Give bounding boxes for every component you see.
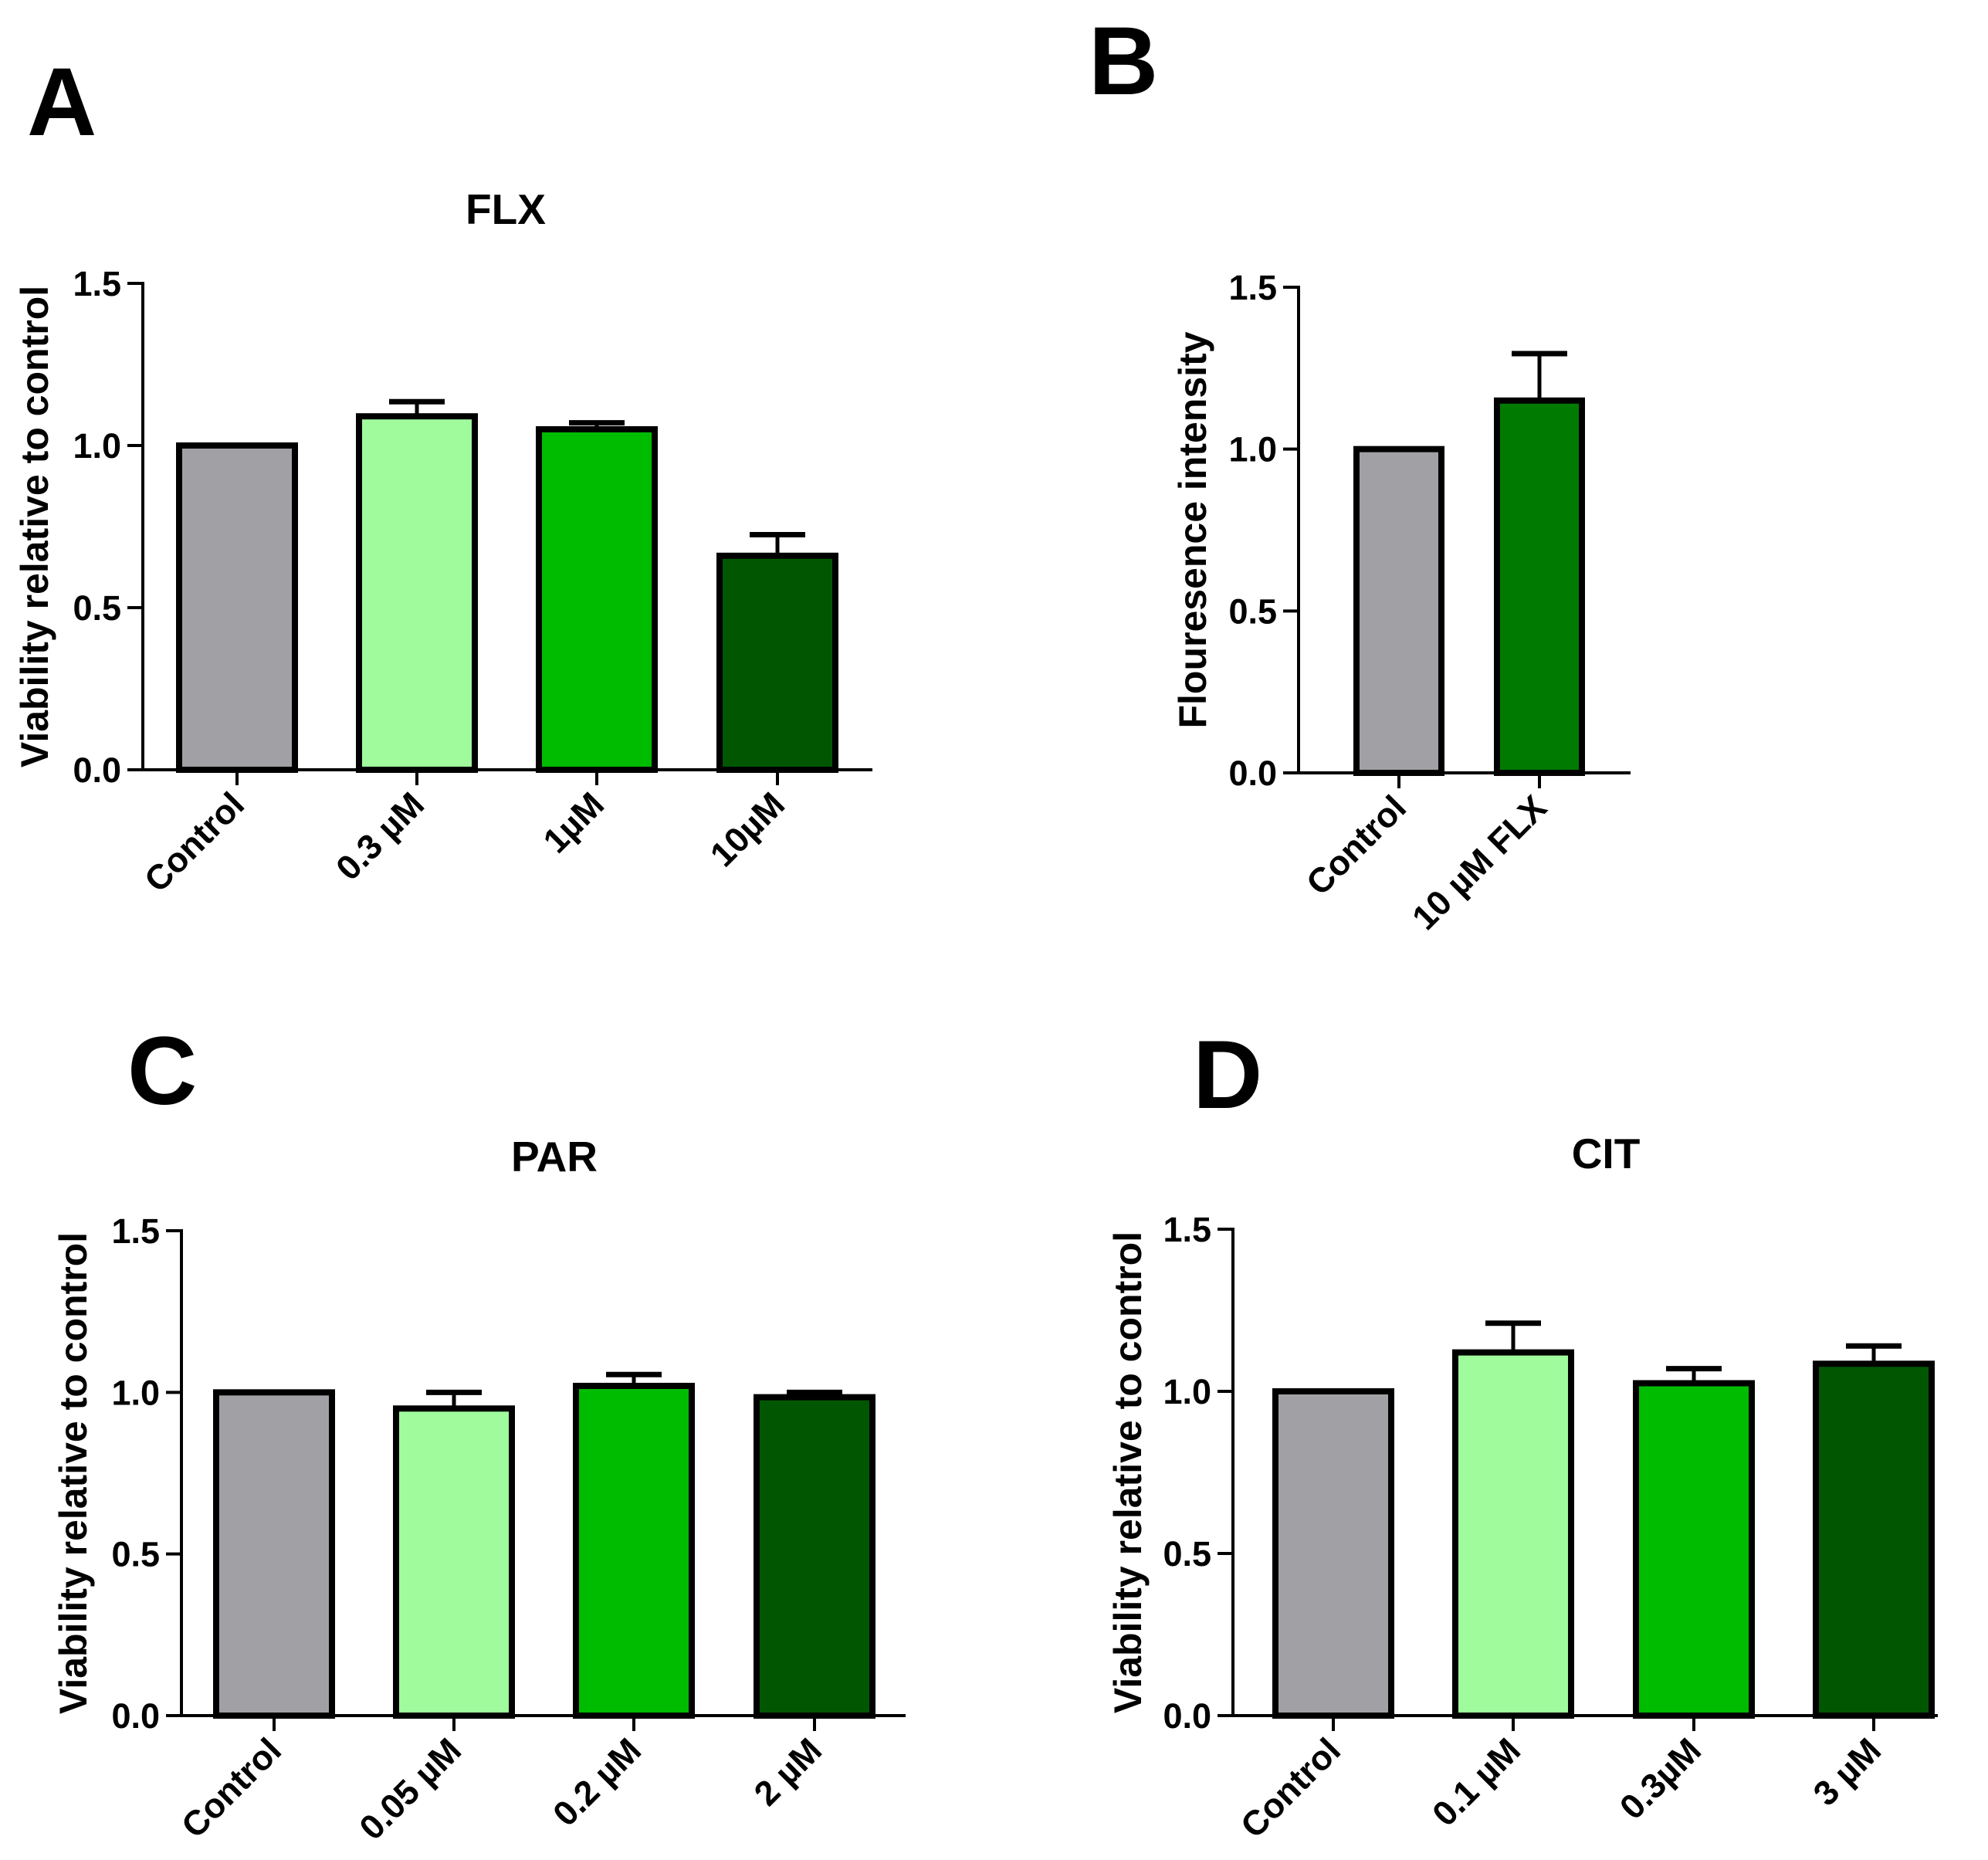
bar bbox=[754, 1394, 875, 1719]
x-tick-label: Control bbox=[1233, 1730, 1348, 1845]
chart-title: FLX bbox=[466, 185, 546, 233]
x-tick-label: Control bbox=[174, 1730, 289, 1845]
y-tick-label: 0.0 bbox=[1163, 1696, 1211, 1736]
y-tick-label: 1.0 bbox=[1163, 1372, 1211, 1411]
bar bbox=[536, 426, 658, 773]
x-tick-label: Control bbox=[1299, 788, 1414, 903]
panel-a: A FLX Viability relative to control 0.0 0.5 1… bbox=[13, 49, 872, 900]
bar bbox=[1353, 446, 1444, 777]
y-tick-label: 1.5 bbox=[111, 1211, 160, 1251]
y-tick-label: 1.5 bbox=[1163, 1210, 1211, 1249]
panel-letter: C bbox=[127, 1018, 197, 1125]
bar bbox=[176, 442, 298, 773]
y-axis-label: Viability relative to control bbox=[13, 286, 56, 767]
x-tick-label: 0.1 µM bbox=[1424, 1730, 1528, 1834]
y-tick-label: 0.5 bbox=[111, 1535, 160, 1574]
y-tick-label: 0.0 bbox=[73, 750, 121, 790]
bar bbox=[573, 1382, 695, 1719]
y-tick-label: 0.5 bbox=[1228, 591, 1277, 631]
y-tick-label: 0.5 bbox=[1163, 1534, 1211, 1574]
x-tick-label: 0.05 µM bbox=[351, 1730, 469, 1848]
y-axis-label: Viability relative to control bbox=[1106, 1232, 1150, 1713]
panel-letter: A bbox=[27, 49, 97, 156]
y-tick-label: 1.0 bbox=[73, 426, 121, 466]
y-axis-label: Flouresence intensity bbox=[1171, 331, 1214, 728]
bar bbox=[1813, 1360, 1935, 1719]
y-tick-label: 1.0 bbox=[111, 1373, 160, 1412]
chart-title: PAR bbox=[511, 1133, 598, 1181]
bar bbox=[1494, 397, 1585, 776]
chart-title: CIT bbox=[1572, 1130, 1641, 1177]
bar bbox=[356, 413, 478, 773]
y-tick-label: 1.5 bbox=[1228, 268, 1277, 307]
x-tick-label: 3 µM bbox=[1806, 1730, 1888, 1813]
y-tick-label: 1.5 bbox=[73, 264, 121, 303]
x-tick-label: 2 µM bbox=[747, 1730, 829, 1813]
panel-b: B Flouresence intensity 0.0 0.5 1.0 1.5 Contro… bbox=[1089, 8, 1631, 937]
x-tick-label: 10µM bbox=[703, 784, 792, 874]
x-tick-label: 0.3µM bbox=[1612, 1730, 1709, 1827]
bar bbox=[716, 552, 838, 773]
x-tick-label: 0.2 µM bbox=[545, 1730, 649, 1834]
y-tick-label: 0.5 bbox=[73, 588, 121, 628]
panel-letter: D bbox=[1193, 1021, 1262, 1129]
y-tick-label: 0.0 bbox=[111, 1696, 160, 1736]
y-tick-label: 1.0 bbox=[1228, 430, 1277, 469]
bar bbox=[1272, 1388, 1394, 1719]
panel-d: D CIT Viability relative to control 0.0 0.5 1… bbox=[1106, 1021, 1938, 1845]
y-axis-label: Viability relative to control bbox=[52, 1232, 95, 1714]
y-tick-label: 0.0 bbox=[1228, 754, 1277, 793]
bar bbox=[1452, 1349, 1574, 1719]
x-tick-label: 0.3 µM bbox=[328, 784, 432, 888]
bar bbox=[393, 1405, 515, 1719]
x-tick-label: 10 µM FLX bbox=[1404, 788, 1554, 937]
x-tick-label: Control bbox=[137, 784, 252, 900]
x-tick-label: 1µM bbox=[535, 784, 611, 861]
bar bbox=[1633, 1380, 1755, 1719]
panel-c: C PAR Viability relative to control 0.0 0.5 1… bbox=[52, 1018, 906, 1848]
panel-letter: B bbox=[1089, 8, 1158, 115]
bar bbox=[213, 1389, 335, 1719]
